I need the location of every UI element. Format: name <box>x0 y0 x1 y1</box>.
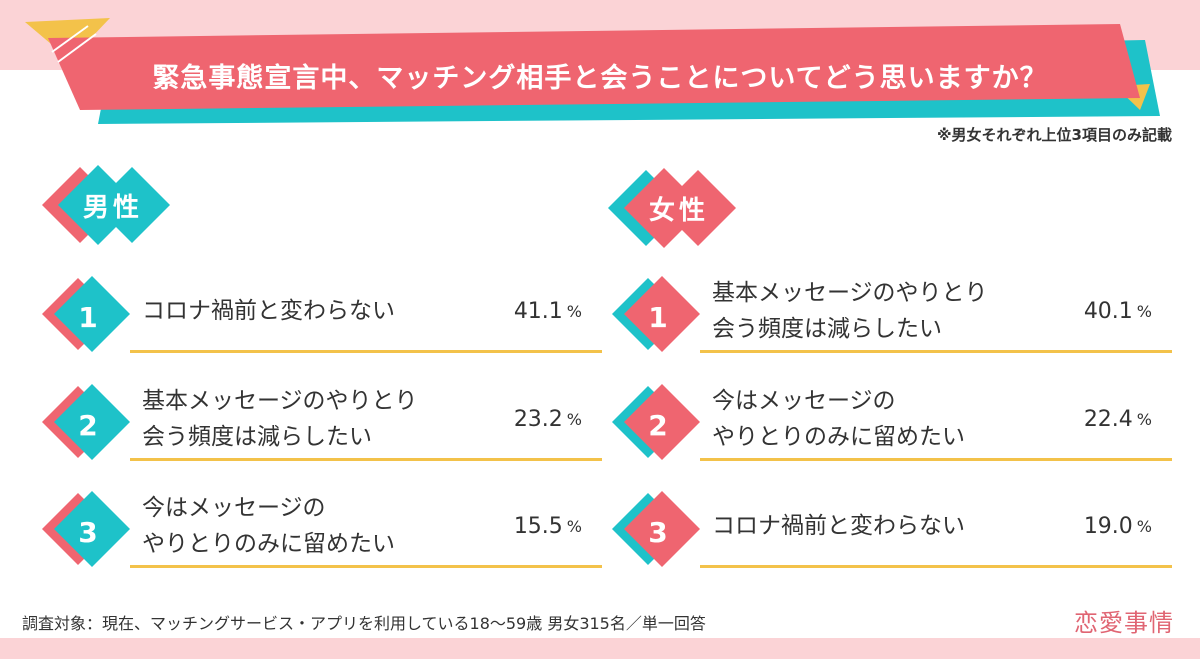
male-badge: 男性 <box>40 165 180 245</box>
answer-label: 今はメッセージの やりとりのみに留めたい <box>712 388 965 450</box>
percent-value: 41.1% <box>514 272 582 350</box>
rank-diamond-icon <box>612 384 700 460</box>
rank-number: 3 <box>648 515 668 549</box>
percent-unit: % <box>566 301 582 321</box>
row-underline <box>700 458 1172 461</box>
female-badge: 女性 <box>606 168 746 248</box>
row-underline <box>700 350 1172 353</box>
rank-diamond-icon <box>42 276 130 352</box>
male-row-2: 2 基本メッセージのやりとり 会う頻度は減らしたい 23.2% <box>42 380 602 470</box>
survey-footer: 調査対象：現在、マッチングサービス・アプリを利用している18〜59歳 男女315… <box>22 614 706 633</box>
banner-pink-main <box>48 24 1140 110</box>
percent-value: 22.4% <box>1084 380 1152 458</box>
percent-value: 15.5% <box>514 487 582 565</box>
row-underline <box>130 565 602 568</box>
female-badge-label: 女性 <box>648 195 709 226</box>
value-number: 22.4 <box>1083 406 1133 432</box>
answer-label: コロナ禍前と変わらない <box>142 298 395 324</box>
answer-label: 基本メッセージのやりとり 会う頻度は減らしたい <box>712 280 988 342</box>
row-underline <box>130 458 602 461</box>
rank-number: 1 <box>648 300 668 334</box>
answer-label: 今はメッセージの やりとりのみに留めたい <box>142 495 395 557</box>
banner-stripe-1 <box>51 25 89 53</box>
female-row-2: 2 今はメッセージの やりとりのみに留めたい 22.4% <box>612 380 1172 470</box>
rank-diamond-icon <box>612 276 700 352</box>
percent-value: 23.2% <box>514 380 582 458</box>
percent-unit: % <box>1136 301 1152 321</box>
answer-label: コロナ禍前と変わらない <box>712 513 965 539</box>
male-badge-label: 男性 <box>82 192 143 223</box>
note-text: ※男女それぞれ上位3項目のみ記載 <box>936 126 1172 144</box>
rank-diamond-icon <box>42 491 130 567</box>
answer-label: 基本メッセージのやりとり 会う頻度は減らしたい <box>142 388 418 450</box>
row-underline <box>130 350 602 353</box>
female-badge-shape <box>608 168 736 248</box>
percent-unit: % <box>566 409 582 429</box>
value-number: 23.2 <box>513 406 563 432</box>
male-badge-shape <box>42 165 170 245</box>
rank-number: 3 <box>78 515 98 549</box>
value-number: 41.1 <box>513 298 563 324</box>
rank-number: 2 <box>648 408 668 442</box>
banner-stripe-2 <box>57 33 97 63</box>
bottom-band <box>0 638 1200 659</box>
male-row-3: 3 今はメッセージの やりとりのみに留めたい 15.5% <box>42 487 602 577</box>
rank-number: 2 <box>78 408 98 442</box>
chart-title: 緊急事態宣言中、マッチング相手と会うことについてどう思いますか？ <box>152 62 1048 94</box>
rank-diamond-icon <box>42 384 130 460</box>
value-number: 15.5 <box>513 513 563 539</box>
brand-logo: 恋愛事情 <box>1074 609 1174 637</box>
female-row-3: 3 コロナ禍前と変わらない 19.0% <box>612 487 1172 577</box>
percent-value: 40.1% <box>1084 272 1152 350</box>
value-number: 40.1 <box>1083 298 1133 324</box>
row-underline <box>700 565 1172 568</box>
value-number: 19.0 <box>1083 513 1133 539</box>
percent-unit: % <box>1136 516 1152 536</box>
female-row-1: 1 基本メッセージのやりとり 会う頻度は減らしたい 40.1% <box>612 272 1172 362</box>
male-row-1: 1 コロナ禍前と変わらない 41.1% <box>42 272 602 362</box>
rank-number: 1 <box>78 300 98 334</box>
rank-diamond-icon <box>612 491 700 567</box>
percent-unit: % <box>566 516 582 536</box>
percent-value: 19.0% <box>1084 487 1152 565</box>
percent-unit: % <box>1136 409 1152 429</box>
title-banner <box>25 18 1160 124</box>
